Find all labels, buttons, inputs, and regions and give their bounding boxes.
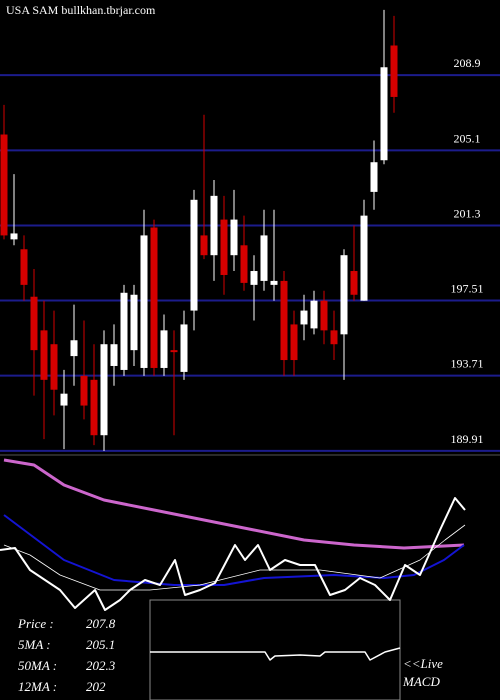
macd-annotation: <<Live	[403, 656, 443, 671]
candle-body	[120, 292, 128, 370]
stat-label: Price :	[17, 616, 54, 631]
macd-label: MACD	[402, 674, 440, 689]
macd-panel	[149, 599, 401, 700]
candle-body	[210, 195, 218, 256]
stat-value: 202	[86, 679, 106, 694]
candle-body	[0, 134, 8, 236]
indicator-line	[0, 497, 466, 611]
candle-body	[170, 350, 178, 353]
candle-body	[150, 227, 158, 368]
candle-body	[200, 235, 208, 256]
candle-body	[250, 271, 258, 285]
candle-body	[80, 375, 88, 406]
y-tick-label: 197.51	[451, 281, 484, 295]
candle-body	[230, 219, 238, 256]
candle-body	[20, 249, 28, 285]
candle-body	[190, 199, 198, 311]
stat-label: 50MA :	[18, 658, 57, 673]
candle-body	[100, 344, 108, 436]
stat-label: 12MA :	[18, 679, 57, 694]
candle-body	[290, 324, 298, 361]
candle-body	[310, 300, 318, 329]
candle-body	[60, 393, 68, 406]
stat-value: 205.1	[86, 637, 115, 652]
indicator-line	[3, 514, 465, 586]
candle-body	[270, 280, 278, 285]
y-tick-label: 189.91	[451, 432, 484, 446]
indicator-line	[3, 524, 466, 591]
candle-body	[370, 162, 378, 192]
indicator-line	[150, 647, 401, 661]
candle-body	[90, 379, 98, 436]
candle-body	[140, 235, 148, 368]
candle-body	[320, 300, 328, 331]
stat-label: 5MA :	[18, 637, 51, 652]
candle-body	[390, 45, 398, 97]
stat-value: 207.8	[86, 616, 116, 631]
candle-body	[50, 344, 58, 390]
candle-body	[10, 233, 18, 240]
candle-body	[70, 340, 78, 357]
candle-body	[110, 344, 118, 366]
candle-body	[300, 310, 308, 325]
candle-body	[180, 324, 188, 372]
candle-body	[30, 296, 38, 351]
candle-body	[260, 235, 268, 281]
indicator-line	[3, 458, 465, 550]
y-tick-label: 201.3	[454, 207, 481, 221]
candle-body	[280, 280, 288, 361]
stat-value: 202.3	[86, 658, 116, 673]
candle-body	[220, 219, 228, 275]
candle-body	[240, 245, 248, 283]
candle-body	[340, 255, 348, 335]
y-tick-label: 205.1	[454, 131, 481, 145]
chart-title: USA SAM bullkhan.tbrjar.com	[6, 3, 156, 17]
y-tick-label: 208.9	[454, 56, 481, 70]
candle-body	[350, 271, 358, 295]
candle-body	[130, 294, 138, 351]
candle-body	[40, 330, 48, 380]
candle-body	[360, 215, 368, 301]
candle-body	[330, 330, 338, 345]
candle-body	[160, 330, 168, 368]
candle-body	[380, 67, 388, 161]
y-tick-label: 193.71	[451, 357, 484, 371]
